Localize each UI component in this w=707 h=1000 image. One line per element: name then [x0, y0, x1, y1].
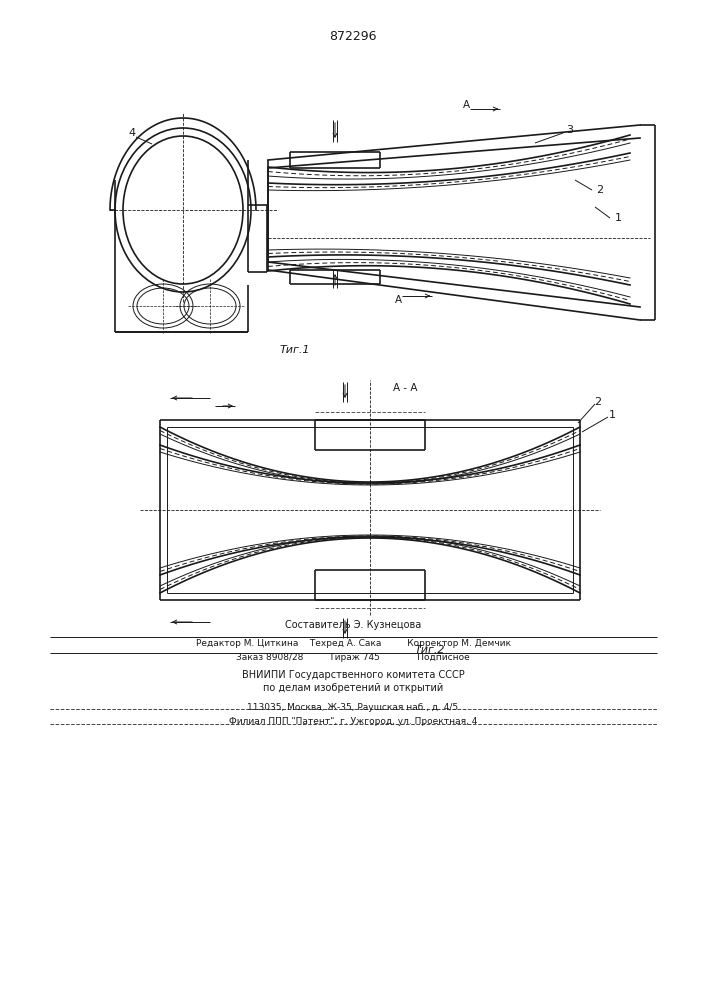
Text: по делам изобретений и открытий: по делам изобретений и открытий	[263, 683, 443, 693]
Text: Редактор М. Циткина    Техред А. Сака         Корректор М. Демчик: Редактор М. Циткина Техред А. Сака Корре…	[196, 640, 510, 648]
Text: ВНИИПИ Государственного комитета СССР: ВНИИПИ Государственного комитета СССР	[242, 670, 464, 680]
Text: 1: 1	[614, 213, 621, 223]
Text: Заказ 8908/28         Тираж 745             Подписное: Заказ 8908/28 Тираж 745 Подписное	[236, 654, 470, 662]
Text: 872296: 872296	[329, 30, 377, 43]
Text: A: A	[395, 295, 402, 305]
Text: 4: 4	[128, 128, 135, 138]
Text: Составитель Э. Кузнецова: Составитель Э. Кузнецова	[285, 620, 421, 630]
Text: Τиг.2: Τиг.2	[415, 645, 445, 655]
Text: 1: 1	[609, 410, 616, 420]
Text: A: A	[463, 100, 470, 110]
Text: 113035, Москва, Ж-35, Раушская наб., д. 4/5: 113035, Москва, Ж-35, Раушская наб., д. …	[247, 704, 459, 712]
Text: 2: 2	[595, 397, 602, 407]
Text: A - A: A - A	[393, 383, 417, 393]
Text: Τиг.1: Τиг.1	[280, 345, 310, 355]
Text: 3: 3	[566, 125, 573, 135]
Text: 2: 2	[597, 185, 604, 195]
Text: Филиал ППП "Патент", г. Ужгород, ул. Проектная, 4: Филиал ППП "Патент", г. Ужгород, ул. Про…	[229, 718, 477, 726]
